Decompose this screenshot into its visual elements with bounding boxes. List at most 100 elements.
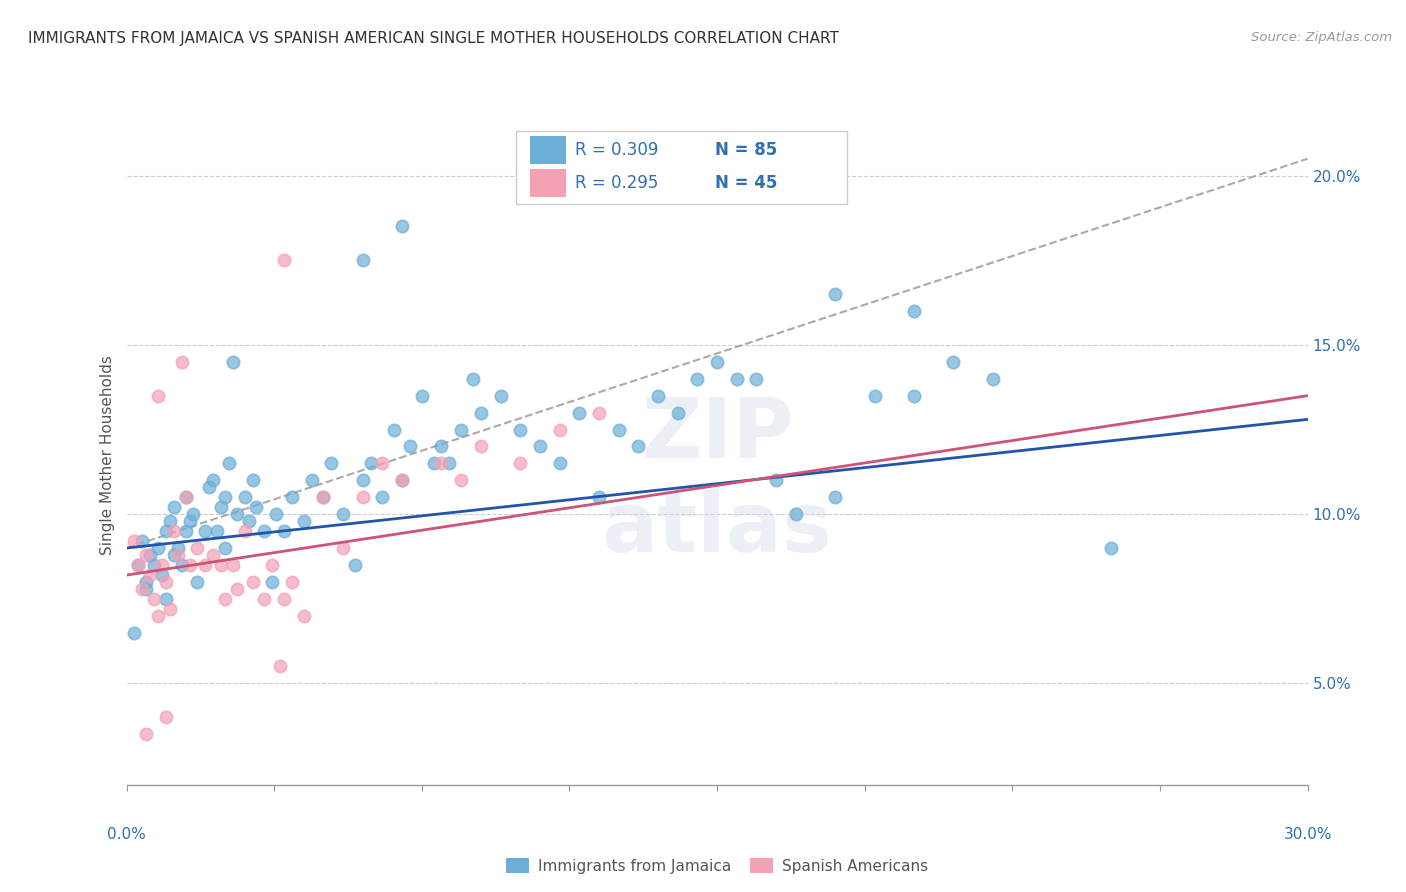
Point xyxy=(150,558,173,572)
Point xyxy=(430,456,453,470)
Point xyxy=(183,507,205,521)
Point xyxy=(198,480,221,494)
Point xyxy=(686,372,709,386)
Legend: Immigrants from Jamaica, Spanish Americans: Immigrants from Jamaica, Spanish America… xyxy=(501,852,934,880)
Point xyxy=(411,389,433,403)
Point xyxy=(179,514,201,528)
Point xyxy=(233,524,256,538)
Point xyxy=(942,355,965,369)
Point xyxy=(233,490,256,504)
Point xyxy=(135,548,157,562)
Text: 30.0%: 30.0% xyxy=(1284,827,1331,841)
Point xyxy=(264,507,287,521)
Point xyxy=(312,490,335,504)
Point xyxy=(186,574,208,589)
Point xyxy=(332,541,354,555)
Point xyxy=(155,710,177,724)
Point xyxy=(382,423,405,437)
Text: R = 0.295: R = 0.295 xyxy=(575,174,658,192)
Point xyxy=(360,456,382,470)
Point xyxy=(155,591,177,606)
Point xyxy=(450,423,472,437)
Text: 0.0%: 0.0% xyxy=(107,827,146,841)
Point xyxy=(146,389,169,403)
Point xyxy=(548,456,571,470)
Point xyxy=(150,568,173,582)
Point xyxy=(430,440,453,454)
Point xyxy=(214,490,236,504)
Point xyxy=(332,507,354,521)
Text: Source: ZipAtlas.com: Source: ZipAtlas.com xyxy=(1251,31,1392,45)
Point xyxy=(253,591,276,606)
Point xyxy=(509,423,531,437)
Point xyxy=(131,534,153,549)
Point xyxy=(785,507,807,521)
Point xyxy=(470,440,492,454)
Point xyxy=(194,558,217,572)
Point xyxy=(179,558,201,572)
Point xyxy=(548,423,571,437)
Point xyxy=(627,440,650,454)
Text: R = 0.309: R = 0.309 xyxy=(575,141,658,160)
Point xyxy=(218,456,240,470)
Point xyxy=(352,473,374,487)
Point xyxy=(509,456,531,470)
Point xyxy=(588,406,610,420)
Point xyxy=(281,574,304,589)
Text: N = 85: N = 85 xyxy=(714,141,778,160)
Point xyxy=(647,389,669,403)
Text: IMMIGRANTS FROM JAMAICA VS SPANISH AMERICAN SINGLE MOTHER HOUSEHOLDS CORRELATION: IMMIGRANTS FROM JAMAICA VS SPANISH AMERI… xyxy=(28,31,839,46)
Point xyxy=(146,608,169,623)
FancyBboxPatch shape xyxy=(516,131,846,204)
Point xyxy=(371,456,394,470)
Point xyxy=(439,456,461,470)
Point xyxy=(127,558,149,572)
Point xyxy=(124,534,146,549)
Point xyxy=(170,355,193,369)
Point xyxy=(135,574,157,589)
Point xyxy=(139,568,162,582)
FancyBboxPatch shape xyxy=(530,136,565,164)
Point xyxy=(166,541,188,555)
Point xyxy=(391,473,413,487)
Point xyxy=(209,558,232,572)
Point xyxy=(170,558,193,572)
Point xyxy=(489,389,512,403)
Point xyxy=(143,558,166,572)
Point xyxy=(273,524,295,538)
Point xyxy=(666,406,689,420)
Point xyxy=(470,406,492,420)
Point xyxy=(174,524,197,538)
Point xyxy=(131,582,153,596)
Point xyxy=(155,524,177,538)
Point xyxy=(981,372,1004,386)
Point xyxy=(292,608,315,623)
Point xyxy=(824,490,846,504)
Point xyxy=(903,304,925,318)
Point xyxy=(529,440,551,454)
Point xyxy=(321,456,343,470)
Point xyxy=(461,372,484,386)
Point xyxy=(903,389,925,403)
Point xyxy=(352,253,374,268)
Point xyxy=(127,558,149,572)
Point xyxy=(242,473,264,487)
Point xyxy=(450,473,472,487)
Point xyxy=(202,473,225,487)
Point xyxy=(863,389,886,403)
Point xyxy=(155,574,177,589)
Point xyxy=(269,659,291,673)
Point xyxy=(568,406,591,420)
Point xyxy=(143,591,166,606)
Point xyxy=(139,548,162,562)
Point xyxy=(765,473,787,487)
Point xyxy=(273,591,295,606)
Point xyxy=(253,524,276,538)
Text: ZIP
atlas: ZIP atlas xyxy=(602,394,832,569)
Point xyxy=(242,574,264,589)
Point xyxy=(824,287,846,301)
Point xyxy=(422,456,444,470)
Point xyxy=(391,473,413,487)
Point xyxy=(281,490,304,504)
Point xyxy=(186,541,208,555)
